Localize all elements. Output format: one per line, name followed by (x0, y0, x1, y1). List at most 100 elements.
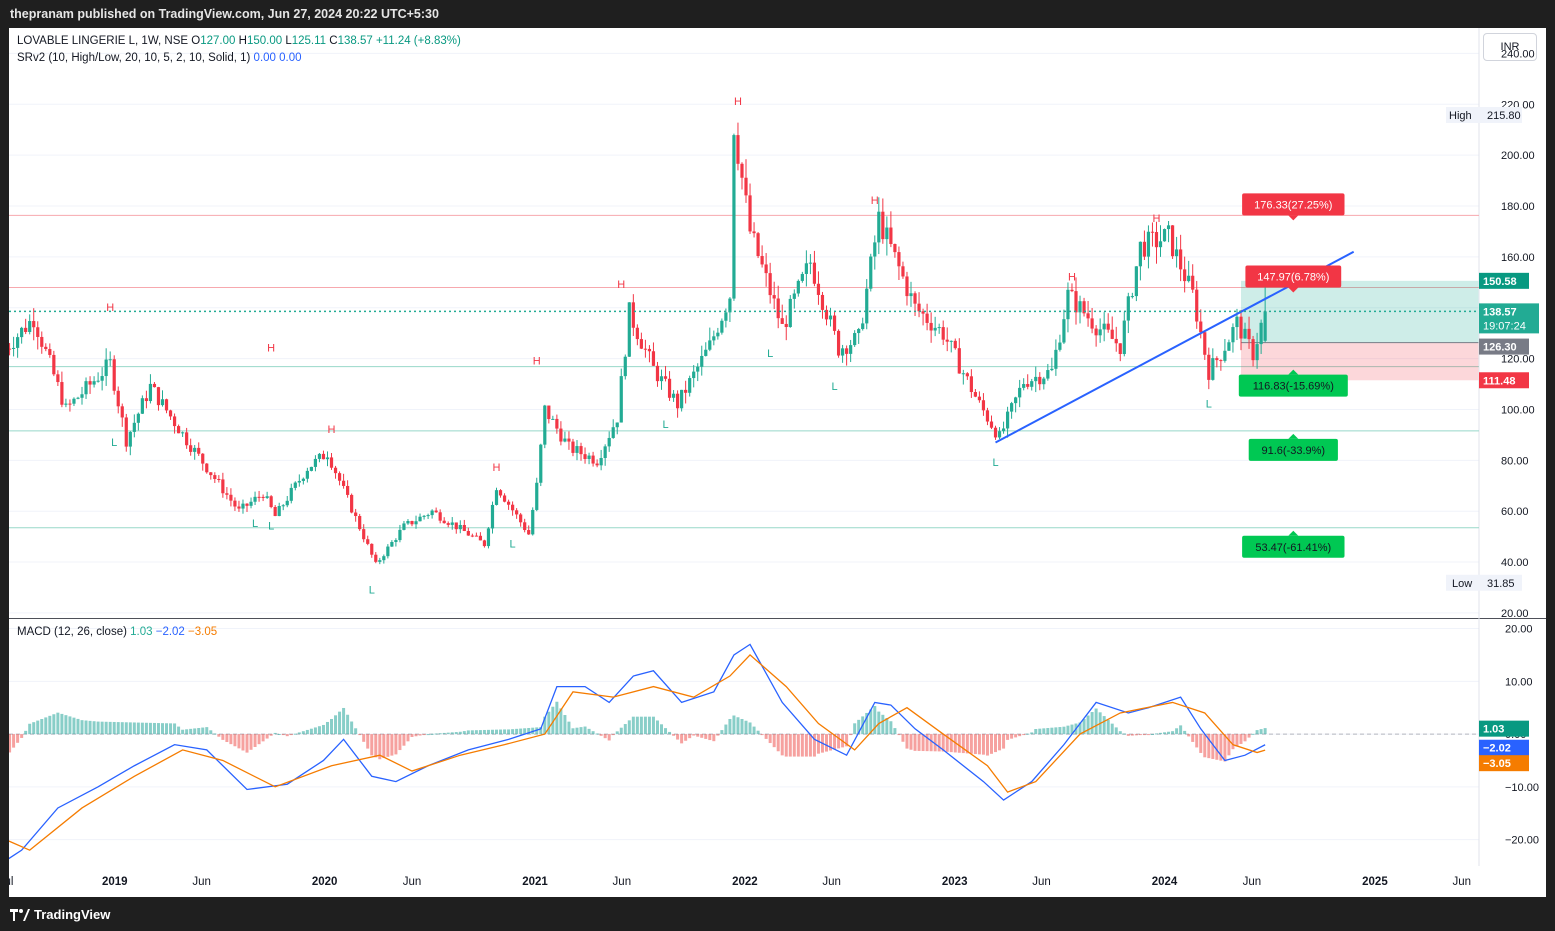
macd-histogram-bar (100, 721, 104, 735)
candle-body (120, 406, 124, 418)
macd-histogram-bar (760, 734, 764, 736)
macd-histogram-bar (603, 734, 607, 739)
macd-histogram-bar (1066, 725, 1070, 735)
candle-body (1010, 403, 1014, 412)
candle-body (40, 336, 44, 347)
candle-body (108, 359, 112, 361)
macd-histogram-bar (893, 728, 897, 735)
macd-histogram-bar (808, 734, 812, 757)
chart-frame[interactable]: 240.00220.00200.00180.00160.00140.00120.… (9, 28, 1546, 897)
macd-histogram-bar (973, 734, 977, 755)
macd-histogram-bar (945, 734, 949, 752)
macd-histogram-bar (507, 729, 511, 735)
candle-body (333, 467, 338, 474)
macd-histogram-bar (193, 728, 197, 735)
candle-body (627, 302, 631, 357)
macd-histogram-bar (454, 732, 458, 735)
macd-histogram-bar (551, 706, 555, 735)
symbol-legend: LOVABLE LINGERIE L, 1W, NSE O127.00 H150… (17, 35, 461, 47)
candle-body (953, 340, 957, 349)
candle-body (422, 515, 426, 517)
macd-histogram-bar (1018, 734, 1022, 737)
macd-histogram-bar (281, 734, 285, 736)
macd-histogram-bar (470, 730, 474, 735)
macd-histogram-bar (651, 716, 655, 735)
macd-histogram-bar (474, 730, 478, 735)
candle-body (309, 466, 313, 471)
macd-histogram-bar (816, 734, 820, 754)
macd-histogram-bar (925, 734, 929, 752)
macd-histogram-bar (599, 734, 603, 736)
level-label-arrow (1288, 287, 1299, 293)
macd-histogram-bar (688, 734, 692, 739)
macd-histogram-bar (201, 727, 205, 735)
price-chart[interactable]: 240.00220.00200.00180.00160.00140.00120.… (9, 28, 1546, 618)
candle-body (857, 329, 861, 334)
candle-body (1018, 387, 1022, 398)
candle-body (788, 298, 792, 328)
candle-body (760, 256, 764, 265)
macd-histogram-bar (660, 724, 664, 735)
candle-body (76, 397, 80, 399)
macd-histogram-bar (833, 734, 837, 750)
signal-line (9, 654, 1266, 851)
tradingview-logo[interactable]: TradingView (10, 907, 110, 922)
macd-histogram-bar (60, 713, 64, 735)
macd-histogram-bar (406, 734, 410, 742)
macd-histogram-bar (812, 734, 816, 757)
high-marker-value: 215.80 (1487, 110, 1521, 122)
candle-body (277, 506, 281, 517)
candle-body (406, 521, 410, 524)
candle-body (52, 354, 56, 375)
legend-open-label: O (191, 35, 201, 47)
publish-text: thepranam published on TradingView.com, … (10, 7, 439, 21)
macd-histogram-bar (44, 717, 48, 735)
stop-price-tag: 111.48 (1483, 375, 1515, 387)
macd-histogram-bar (1231, 734, 1235, 750)
macd-histogram-bar (881, 714, 885, 735)
macd-histogram-bar (523, 728, 527, 735)
macd-histogram-bar (611, 734, 615, 736)
candle-body (728, 298, 732, 313)
macd-histogram-bar (800, 734, 804, 757)
macd-histogram-bar (245, 734, 249, 753)
candle-body (527, 530, 531, 535)
macd-histogram-bar (957, 734, 961, 753)
macd-histogram-bar (571, 728, 575, 735)
pivot-high-label: H (617, 279, 625, 291)
candle-body (482, 540, 487, 547)
candle-body (241, 503, 245, 509)
candle-body (462, 524, 466, 531)
macd-histogram-bar (342, 707, 346, 735)
macd-histogram-bar (969, 734, 973, 754)
macd-histogram-bar (249, 734, 253, 750)
macd-histogram-bar (301, 731, 305, 735)
candle-body (245, 503, 249, 506)
candle-body (346, 485, 350, 495)
time-tick-label: 2025 (1362, 876, 1388, 888)
candle-body (297, 480, 301, 483)
candle-body (273, 506, 277, 517)
macd-histogram-bar (213, 733, 217, 735)
candle-body (354, 512, 358, 517)
candle-body (84, 381, 88, 395)
candle-body (261, 496, 265, 498)
candle-body (575, 446, 579, 453)
macd-histogram-bar (370, 734, 374, 756)
candle-body (1050, 368, 1054, 371)
macd-histogram-bar (917, 734, 921, 751)
macd-line (9, 643, 1266, 860)
macd-histogram-bar (346, 714, 350, 735)
publish-header: thepranam published on TradingView.com, … (0, 0, 1555, 28)
macd-histogram-bar (1042, 728, 1046, 735)
candle-body (1086, 313, 1090, 319)
macd-histogram-bar (668, 731, 672, 735)
macd-histogram-bar (490, 729, 494, 735)
candle-body (993, 427, 998, 438)
macd-histogram-bar (796, 734, 800, 757)
pivot-low-label: L (992, 457, 998, 469)
currency-button[interactable]: INR (1483, 33, 1537, 61)
candle-body (213, 475, 217, 479)
macd-histogram-bar (575, 727, 579, 735)
